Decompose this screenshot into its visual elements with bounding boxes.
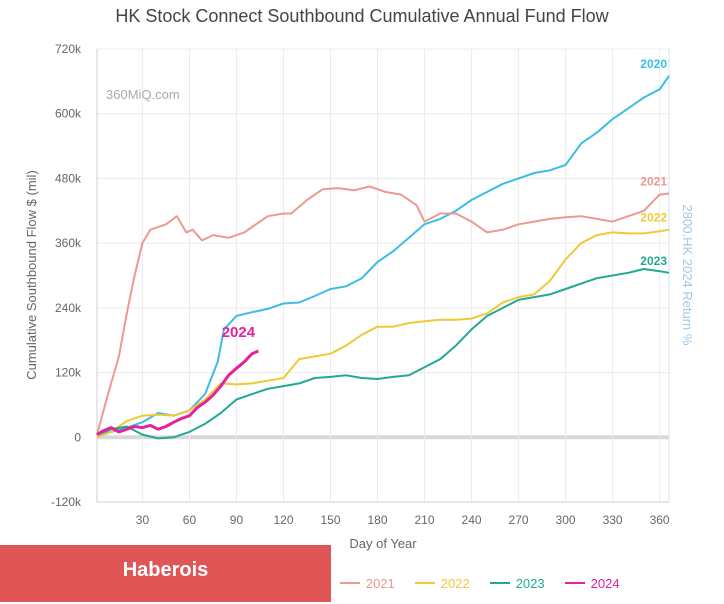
x-tick-label: 210 [415, 513, 435, 527]
y-tick-label: 120k [55, 366, 82, 380]
x-axis-label: Day of Year [349, 536, 417, 551]
series-label-2023: 2023 [640, 254, 667, 268]
legend-item[interactable]: 2024 [564, 575, 620, 591]
overlay-banner: Haberois [0, 545, 331, 602]
series-line-2024 [96, 349, 259, 436]
chart-grid [97, 48, 669, 503]
x-tick-label: 330 [603, 513, 623, 527]
x-tick-label: 360 [650, 513, 670, 527]
series-label-2022: 2022 [640, 211, 667, 225]
x-tick-label: 270 [509, 513, 529, 527]
x-tick-label: 180 [367, 513, 387, 527]
legend-swatch [339, 582, 360, 584]
legend-item[interactable]: 2022 [414, 575, 470, 591]
y-tick-label: 240k [55, 301, 82, 315]
x-tick-label: 240 [462, 513, 482, 527]
legend-swatch [414, 582, 435, 584]
y-tick-label: 0 [74, 430, 81, 444]
series-line-2020 [96, 75, 670, 436]
legend-swatch [489, 582, 510, 584]
x-tick-label: 300 [556, 513, 576, 527]
y-tick-label: 480k [55, 171, 82, 185]
legend-item[interactable]: 2021 [339, 575, 395, 591]
x-tick-label: 120 [273, 513, 293, 527]
x-tick-label: 30 [136, 513, 150, 527]
x-tick-label: 150 [320, 513, 340, 527]
y-tick-label: 360k [55, 236, 82, 250]
series-line-2022 [96, 228, 670, 439]
y-tick-label: 720k [55, 42, 82, 56]
overlay-text: Haberois [122, 559, 209, 581]
x-tick-label: 90 [230, 513, 244, 527]
legend-item[interactable]: 2023 [489, 575, 545, 591]
series-label-2020: 2020 [640, 57, 667, 71]
chart-title: HK Stock Connect Southbound Cumulative A… [115, 6, 609, 26]
legend-label: 2022 [440, 575, 470, 591]
legend-label: 2023 [515, 575, 545, 591]
legend-label: 2021 [365, 575, 395, 591]
series-label-2021: 2021 [640, 175, 667, 189]
legend-swatch [564, 582, 585, 584]
chart-series [96, 75, 670, 440]
series-line-2023 [96, 268, 670, 440]
y-tick-label: 600k [55, 107, 82, 121]
legend-label: 2024 [590, 575, 620, 591]
series-label-2024: 2024 [222, 324, 256, 341]
y-tick-label: -120k [51, 495, 82, 509]
chart-labels: 2020 2021 2022 2023 2024 [222, 57, 668, 341]
y2-axis-label: 2800.HK 2024 Return % [680, 205, 695, 346]
watermark-text: 360MiQ.com [106, 87, 180, 102]
y-axis-label: Cumulative Southbound Flow $ (mil) [24, 170, 39, 380]
x-tick-label: 60 [183, 513, 197, 527]
chart-axes: 720k 600k 480k 360k 240k 120k 0 -120k 30 60 90 120 1… [51, 42, 670, 527]
series-line-2021 [96, 185, 670, 435]
